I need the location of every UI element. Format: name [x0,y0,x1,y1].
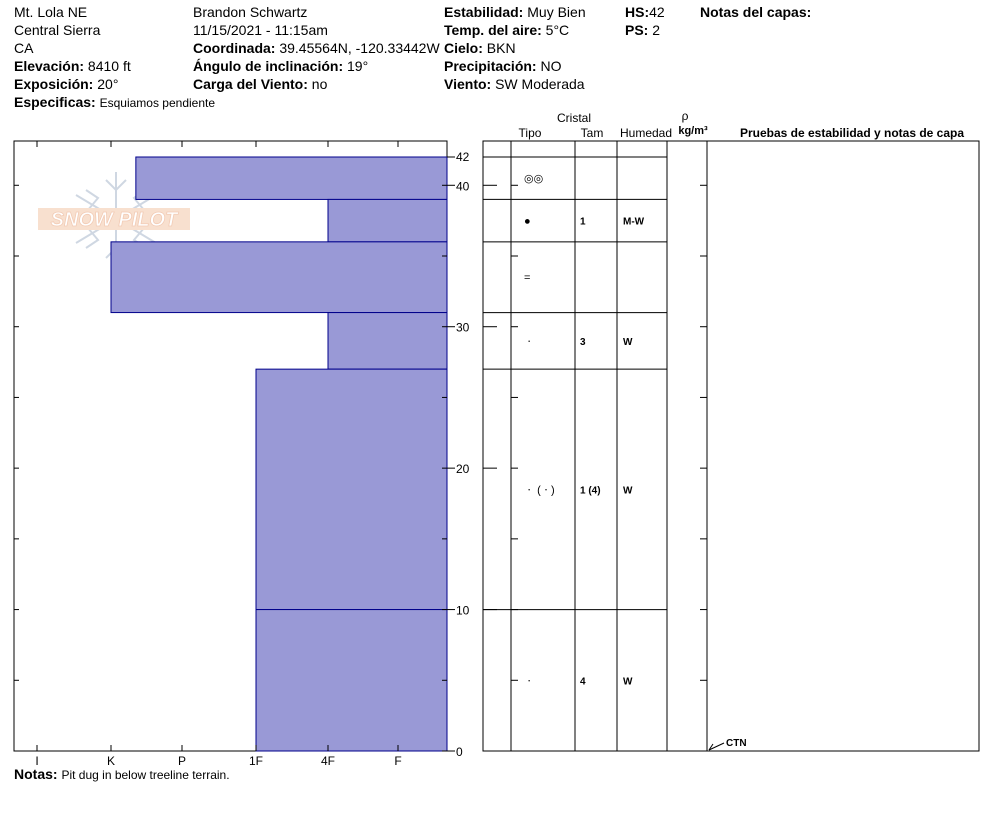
header-cristal: Cristal [557,111,591,125]
precip-row: Precipitación: NO [444,58,561,75]
specifics-row: Especificas: Esquiamos pendiente [14,94,215,112]
specifics-label: Especificas: [14,94,96,110]
elevation-label: Elevación: [14,58,85,74]
crystal-type-cell: = [524,272,530,284]
ps-row: PS: 2 [625,22,660,39]
hardness-bar [110,241,448,314]
hardness-tick-label: K [107,754,115,768]
sky-label: Cielo: [444,40,483,56]
test-result: CTN [726,738,747,749]
moisture-cell: M-W [623,217,645,228]
hardness-tick-label: P [178,754,186,768]
hardness-tick-label: I [35,754,38,768]
coordinates-value: 39.45564N, -120.33442W [279,40,440,56]
precip-label: Precipitación: [444,58,537,74]
depth-tick-label: 20 [456,462,470,476]
header-rho: ρ [682,109,689,123]
coordinates-row: Coordinada: 39.45564N, -120.33442W [193,40,440,57]
hardness-tick-label: 1F [249,754,263,768]
header-tests: Pruebas de estabilidad y notas de capa [740,126,964,140]
crystal-type-cell: ㆍ [524,336,534,348]
depth-tick-label: 40 [456,179,470,193]
sky-value: BKN [486,40,516,56]
wind-load-label: Carga del Viento: [193,76,308,92]
aspect-row: Exposición: 20° [14,76,118,93]
moisture-cell: W [623,676,633,687]
ps-label: PS: [625,22,649,38]
stability-label: Estabilidad: [444,4,524,20]
hardness-tick-label: 4F [321,754,335,768]
region-name: Central Sierra [14,22,101,38]
slope-row: Ángulo de inclinación: 19° [193,58,368,75]
logo-text: SNOW PILOT [51,209,179,231]
hardness-bar [327,312,448,370]
crystal-size-cell: 4 [580,676,586,687]
hs-row: HS:42 [625,4,665,21]
notes-row: Notas: Pit dug in below treeline terrain… [14,766,230,784]
depth-tick-label: 42 [456,150,470,164]
ps-value: 2 [652,22,661,38]
notes-label: Notas: [14,766,58,782]
slope-value: 19° [347,58,369,74]
precip-value: NO [540,58,562,74]
depth-tick-label: 10 [456,604,470,618]
moisture-cell: W [623,485,633,496]
stability-value: Muy Bien [527,4,586,20]
crystal-type-cell: ㆍ (ㆍ) [524,484,555,496]
notes-value: Pit dug in below treeline terrain. [61,768,230,782]
layer-table-frame [482,140,980,752]
location-name: Mt. Lola NE [14,4,88,20]
hardness-bar [327,198,448,243]
test-marker [708,742,725,751]
crystal-type-cell: ● [524,216,531,228]
wind-load-value: no [311,76,328,92]
observer-name: Brandon Schwartz [193,4,308,20]
aspect-value: 20° [97,76,119,92]
sky-row: Cielo: BKN [444,40,516,57]
crystal-type-cell: ◎◎ [524,173,543,185]
hardness-bar [255,609,448,752]
air-temp-row: Temp. del aire: 5°C [444,22,569,39]
depth-tick-label: 0 [456,745,463,759]
hardness-bar [135,156,448,200]
wind-value: SW Moderada [495,76,585,92]
wind-load-row: Carga del Viento: no [193,76,327,93]
hs-label: HS: [625,4,650,20]
header-humedad: Humedad [620,126,672,140]
elevation-row: Elevación: 8410 ft [14,58,131,75]
crystal-size-cell: 3 [580,337,586,348]
stability-row: Estabilidad: Muy Bien [444,4,586,21]
wind-row: Viento: SW Moderada [444,76,585,93]
hardness-tick-label: F [394,754,401,768]
moisture-cell: W [623,337,633,348]
hs-value: 42 [649,4,665,20]
specifics-value: Esquiamos pendiente [99,96,216,110]
test-marker [708,743,714,751]
air-temp-value: 5°C [545,22,570,38]
observation-datetime: 11/15/2021 - 11:15am [193,22,328,38]
depth-tick-label: 30 [456,321,470,335]
coordinates-label: Coordinada: [193,40,276,56]
hardness-bar [255,368,448,611]
header-tam: Tam [581,126,604,140]
aspect-label: Exposición: [14,76,94,92]
crystal-type-cell: ㆍ [524,675,534,687]
crystal-size-cell: 1 (4) [580,485,601,496]
elevation-value: 8410 ft [87,58,131,74]
wind-label: Viento: [444,76,492,92]
header-tipo: Tipo [519,126,542,140]
state-name: CA [14,40,34,56]
layer-notes-label: Notas del capas: [700,4,812,20]
slope-label: Ángulo de inclinación: [193,58,344,74]
crystal-size-cell: 1 [580,217,586,228]
air-temp-label: Temp. del aire: [444,22,542,38]
header-density-unit: kg/m³ [678,125,708,137]
